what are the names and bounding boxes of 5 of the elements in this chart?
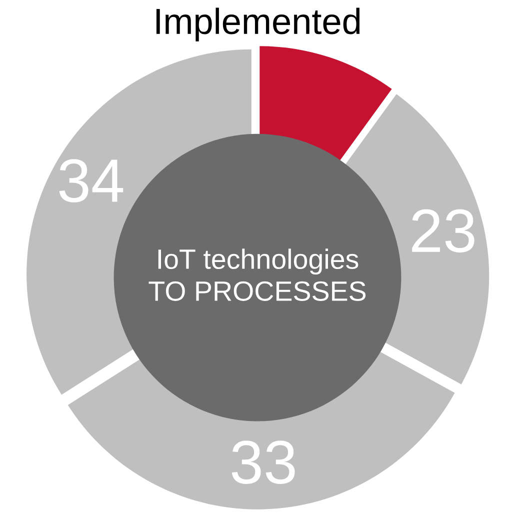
chart-title: Implemented: [156, 8, 360, 42]
data-label: 33: [232, 440, 295, 484]
data-label: 34: [59, 159, 124, 202]
text: IoT technologies TO PROCESSES: [148, 248, 366, 301]
data-label: 23: [412, 209, 474, 252]
